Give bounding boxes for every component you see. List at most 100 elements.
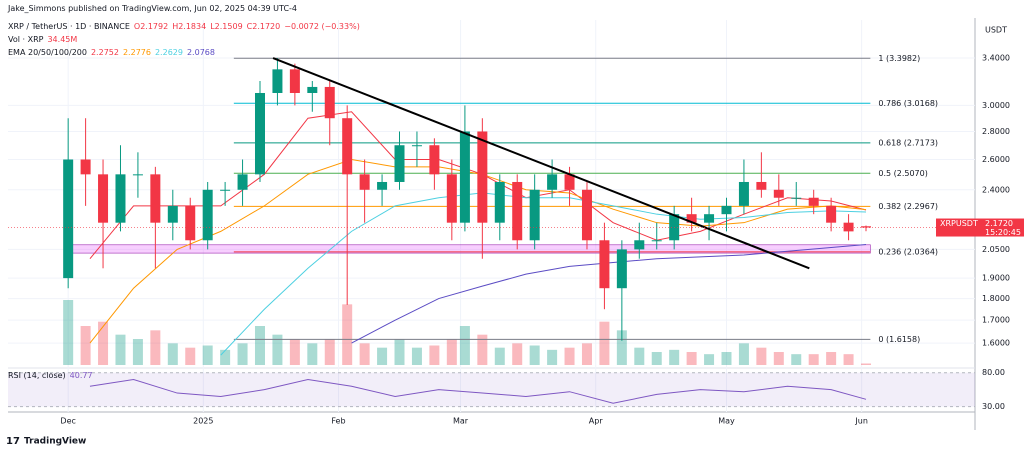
rsi-band	[8, 372, 975, 407]
candle-body	[843, 222, 854, 232]
fib-label: 1 (3.3982)	[878, 54, 920, 63]
vol-label: Vol · XRP	[8, 35, 44, 44]
vol-value: 34.45M	[47, 35, 78, 44]
legend-row: RSI (14, close) 40.77	[8, 371, 97, 380]
volume-bar	[616, 330, 627, 365]
candle-body	[581, 189, 592, 241]
x-tick-label: Feb	[331, 417, 345, 426]
candle-body	[394, 145, 405, 182]
volume-bar	[634, 347, 645, 365]
volume-bar	[359, 343, 370, 365]
volume-bar	[307, 343, 318, 365]
candle-body	[167, 205, 178, 223]
y-tick-label: 1.8000	[982, 294, 1010, 303]
fib-label: 0.786 (3.0168)	[878, 99, 938, 108]
candle-body	[704, 214, 715, 223]
volume-bar	[704, 354, 715, 365]
volume-bar	[446, 339, 457, 365]
legend-row: Vol · XRP 34.45M	[8, 35, 81, 44]
volume-bar	[843, 354, 854, 365]
candle-body	[686, 214, 697, 223]
volume-bar	[80, 326, 91, 365]
volume-bar	[272, 334, 283, 365]
candle-body	[202, 189, 213, 241]
candle-body	[564, 174, 575, 190]
y-tick-label: 2.4000	[982, 185, 1010, 194]
x-tick-label: Dec	[60, 417, 75, 426]
y-tick-label: 1.6000	[982, 339, 1010, 348]
candle-body	[377, 181, 388, 190]
brand: TradingView	[24, 437, 86, 447]
y-tick-label: 1.7000	[982, 316, 1010, 325]
price-tag-price: 2.1720	[985, 219, 1013, 228]
candle-body	[237, 174, 248, 190]
volume-bar	[826, 352, 837, 365]
volume-bar	[98, 321, 109, 365]
price-tag-bg	[936, 218, 1024, 237]
currency: USDT	[985, 26, 1007, 35]
volume-bar	[429, 345, 440, 365]
ohlc: H2.1834	[172, 22, 207, 31]
x-tick-label: Jun	[854, 417, 868, 426]
ema-value: 2.0768	[186, 48, 215, 57]
volume-bar	[167, 343, 178, 365]
volume-bar	[564, 347, 575, 365]
price-tag-countdown: 15:20:45	[985, 228, 1021, 237]
ema-line	[351, 243, 867, 344]
volume-bar	[132, 339, 143, 365]
volume-bar	[377, 347, 388, 365]
candle-body	[861, 226, 872, 228]
candle-body	[529, 189, 540, 241]
fib-label: 0.382 (2.2967)	[878, 202, 938, 211]
ema-value: 2.2752	[90, 48, 119, 57]
candle-body	[185, 205, 196, 241]
rsi-value: 40.77	[69, 371, 93, 380]
candle-body	[307, 86, 318, 93]
y-tick-label: 2.6000	[982, 155, 1010, 164]
candle-body	[254, 92, 265, 175]
y-tick-label: 3.0000	[982, 101, 1010, 110]
fib-label: 0.5 (2.5070)	[878, 169, 928, 178]
y-tick-label: 2.8000	[982, 127, 1010, 136]
candle-body	[342, 118, 353, 175]
volume-bar	[808, 354, 819, 365]
ohlc: L2.1509	[210, 22, 243, 31]
candle-body	[808, 197, 819, 206]
candle-body	[547, 174, 558, 190]
candle-body	[150, 174, 161, 223]
volume-bar	[791, 354, 802, 365]
volume-bar	[202, 345, 213, 365]
candle-body	[512, 181, 523, 241]
volume-bar	[459, 326, 470, 365]
x-tick-label: Mar	[453, 417, 469, 426]
volume-bar	[411, 347, 422, 365]
volume-bar	[756, 347, 767, 365]
candle-body	[651, 240, 662, 242]
volume-bar	[861, 363, 872, 365]
ohlc: C2.1720	[246, 22, 281, 31]
ema-line	[220, 192, 867, 356]
candle-body	[98, 174, 109, 223]
volume-bar	[494, 347, 505, 365]
candle-body	[477, 131, 488, 223]
candle-body	[272, 69, 283, 93]
candle-body	[738, 181, 749, 206]
candle-body	[80, 159, 91, 175]
fib-label: 0 (1.6158)	[878, 335, 920, 344]
y-tick-label: 3.4000	[982, 54, 1010, 63]
candle-body	[616, 249, 627, 289]
volume-bar	[773, 352, 784, 365]
candle-body	[721, 205, 732, 215]
candle-body	[411, 145, 422, 147]
y-tick-label: 2.0500	[982, 245, 1010, 254]
volume-bar	[185, 347, 196, 365]
volume-bar	[394, 339, 405, 365]
candle-body	[494, 181, 505, 223]
x-tick-label: May	[718, 417, 735, 426]
volume-bar	[651, 352, 662, 365]
candle-body	[826, 205, 837, 223]
candle-body	[324, 86, 335, 119]
ema-value: 2.2629	[154, 48, 183, 57]
